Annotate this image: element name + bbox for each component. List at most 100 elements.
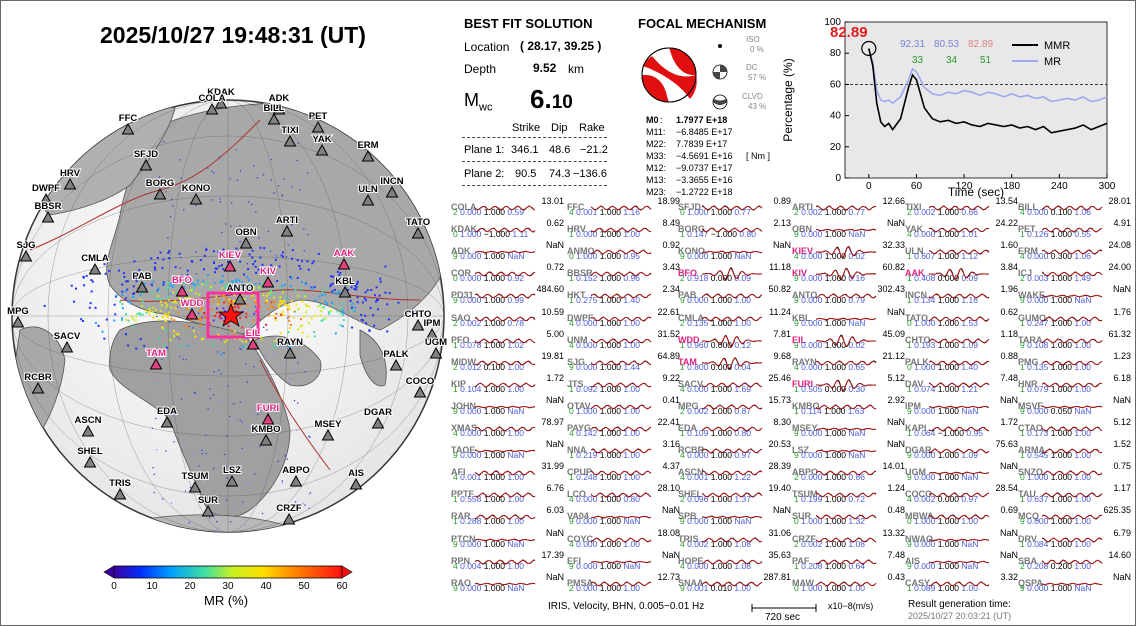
station-stats: 2 0.002 1.000 0.77 bbox=[794, 207, 865, 217]
station-stat-b: 1.000 bbox=[1050, 317, 1073, 328]
station-waveform bbox=[816, 514, 877, 520]
synthetic-trace bbox=[1042, 515, 1103, 520]
station-stat-count: 0 bbox=[453, 273, 458, 284]
station-name: BFO bbox=[678, 268, 697, 279]
station-stat-count: 9 bbox=[680, 582, 685, 593]
station-waveform bbox=[591, 316, 652, 322]
station-stats: 1 0.607 1.000 1.12 bbox=[907, 251, 978, 261]
synthetic-trace bbox=[1042, 449, 1103, 454]
station-stat-c: 1.08 bbox=[734, 560, 751, 571]
station-stat-b: 1.000 bbox=[710, 405, 733, 416]
station-stat-b: 1.000 bbox=[599, 450, 622, 461]
station-name: CASY bbox=[905, 577, 931, 588]
station-name: PFO bbox=[451, 334, 470, 345]
station-stats: 9 0.000 1.000 NaN bbox=[794, 229, 865, 239]
station-waveform bbox=[591, 249, 652, 255]
station-label: RCBR bbox=[24, 372, 52, 383]
mt-component-value: −6.8485 E+17 bbox=[676, 127, 733, 137]
station-stat-b: 1.000 bbox=[824, 405, 846, 416]
station-stat-c: NaN bbox=[507, 251, 525, 262]
station-stat-a: 0.000 bbox=[1027, 251, 1049, 262]
station-panel: PMG 1.23 1 0.135 1.000 1.00 bbox=[1018, 351, 1131, 375]
station-stat-c: 1.37 bbox=[734, 494, 751, 505]
stat-bottom-1: 33 bbox=[912, 55, 924, 66]
station-stat-count: 9 bbox=[1020, 295, 1025, 306]
synthetic-trace bbox=[702, 382, 763, 387]
station-stats: 9 0.000 1.000 NaN bbox=[453, 450, 524, 460]
synthetic-trace bbox=[475, 360, 536, 365]
station-panel: ANMO 0.92 0 1.000 1.000 0.95 bbox=[567, 240, 680, 264]
station-name: MBWA bbox=[905, 511, 934, 522]
station-stat-count: 9 bbox=[907, 472, 912, 483]
station-stats: 1 0.637 1.000 1.00 bbox=[1020, 494, 1091, 504]
synthetic-trace bbox=[702, 205, 763, 211]
stat-top-2: 80.53 bbox=[934, 39, 959, 50]
station-stat-a: 1.000 bbox=[801, 516, 823, 527]
station-variance: 5.12 bbox=[887, 372, 905, 383]
station-stat-b: 1.000 bbox=[937, 560, 960, 571]
synthetic-trace bbox=[702, 251, 763, 254]
station-stat-c: 1.00 bbox=[623, 317, 640, 328]
station-name: SFJD bbox=[678, 202, 702, 212]
station-stat-count: 9 bbox=[907, 538, 912, 549]
station-triangle-icon bbox=[389, 358, 403, 371]
station-stat-count: 1 bbox=[569, 273, 574, 284]
x-tick-label: 60 bbox=[911, 181, 923, 192]
station-stat-c: 0.96 bbox=[623, 273, 640, 284]
station-stat-a: 0.247 bbox=[1027, 317, 1049, 328]
station-stat-c: 1.00 bbox=[1074, 383, 1091, 394]
station-waveform bbox=[1042, 426, 1103, 432]
station-stats: 0 1.000 1.000 1.00 bbox=[907, 516, 978, 526]
station-waveform bbox=[591, 382, 652, 388]
station-stat-count: 9 bbox=[569, 516, 574, 527]
station-name: HNR bbox=[1018, 378, 1038, 389]
station-triangle-icon bbox=[283, 346, 297, 359]
station-name: DWPF bbox=[567, 312, 594, 323]
station-panel: ICJ 24.00 2 0.003 1.000 1.49 bbox=[1018, 262, 1131, 286]
station-name: FURI bbox=[792, 378, 813, 389]
station-stat-count: 9 bbox=[907, 405, 912, 416]
station-panel: COLA 13.01 2 0.000 1.000 0.59 bbox=[451, 196, 564, 220]
station-stats: 1 0.152 1.000 0.96 bbox=[569, 273, 640, 283]
station-stat-a: 0.545 bbox=[1027, 450, 1049, 461]
station-stat-b: 0.000 bbox=[710, 361, 733, 372]
station-stat-b: 1.000 bbox=[599, 229, 622, 240]
station-stat-b: 1.000 bbox=[937, 229, 960, 240]
plane1-dip: 48.6 bbox=[549, 144, 571, 156]
station-triangle-icon bbox=[311, 120, 325, 133]
station-stat-b: 1.000 bbox=[1050, 516, 1073, 527]
station-stats: 1 0.505 0.000 0.30 bbox=[794, 384, 865, 394]
station-panel: SNAA 287.81 9 0.001 0.010 1.00 bbox=[678, 572, 791, 596]
station-name: PET bbox=[1018, 224, 1036, 235]
station-name: ABPO bbox=[792, 467, 819, 478]
station-name: AFI bbox=[451, 467, 466, 478]
synthetic-trace bbox=[929, 581, 990, 586]
synthetic-trace bbox=[1042, 272, 1103, 277]
station-stat-b: 1.000 bbox=[483, 317, 506, 328]
station-stat-count: 9 bbox=[794, 317, 799, 328]
station-stat-a: 0.001 bbox=[576, 207, 598, 217]
station-waveform bbox=[1042, 382, 1103, 388]
synthetic-trace bbox=[591, 228, 652, 233]
station-stat-b: 1.000 bbox=[1050, 538, 1073, 549]
station-panel: EFI NaN 9 0.000 1.000 NaN bbox=[567, 550, 680, 574]
station-stats: 4 0.001 1.000 1.16 bbox=[569, 207, 640, 217]
station-variance: 0.62 bbox=[546, 218, 564, 229]
station-variance: NaN bbox=[886, 218, 905, 229]
station-stat-c: 1.32 bbox=[848, 516, 865, 527]
station-panel: PFO 5.00 1 0.078 1.000 1.02 bbox=[451, 329, 564, 353]
station-label: KBL bbox=[335, 276, 355, 287]
station-stat-b: 1.000 bbox=[599, 317, 622, 328]
station-stat-a: 0.000 bbox=[914, 229, 936, 240]
station-name: LSZ bbox=[792, 445, 809, 456]
station-triangle-icon bbox=[205, 102, 219, 115]
station-stat-b: 1.000 bbox=[824, 494, 847, 505]
station-stat-count: 4 bbox=[569, 538, 574, 549]
station-name: CTAO bbox=[1018, 423, 1043, 433]
station-waveform bbox=[816, 378, 877, 392]
station-stat-c: 1.53 bbox=[961, 317, 978, 328]
station-waveform bbox=[591, 492, 652, 498]
station-stat-count: 4 bbox=[569, 428, 574, 438]
station-panel: TAU 1.17 1 0.637 1.000 1.00 bbox=[1018, 483, 1131, 507]
station-variance: 0.88 bbox=[1000, 350, 1018, 361]
